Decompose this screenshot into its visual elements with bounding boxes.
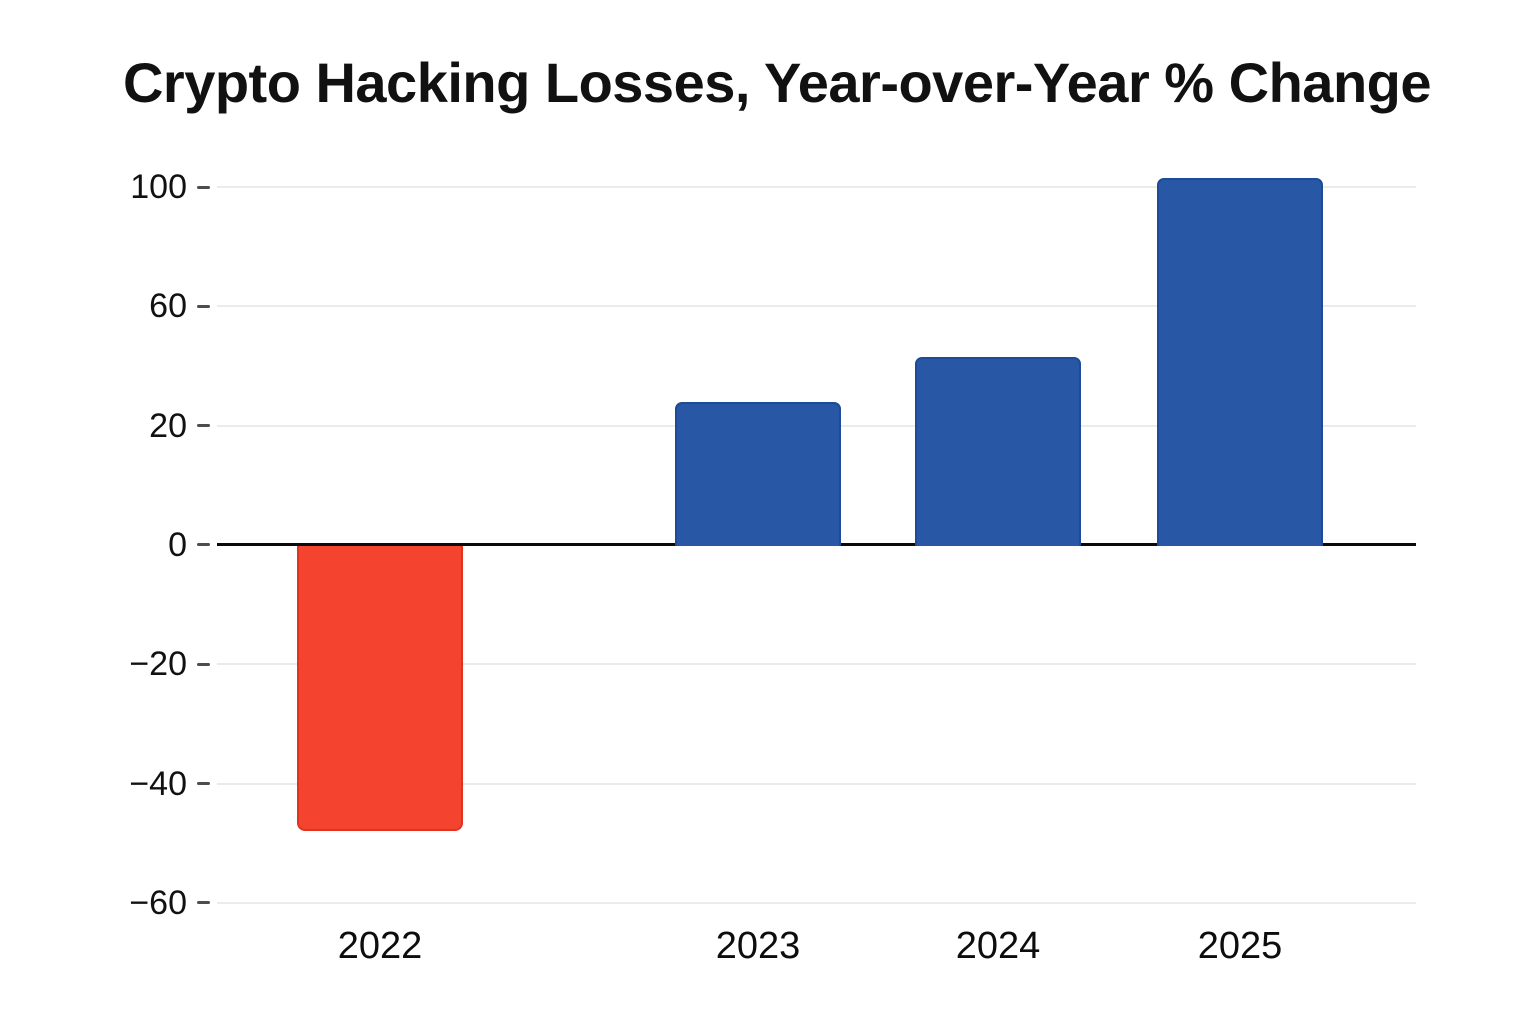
x-tick-label-2024: 2024 bbox=[955, 925, 1041, 967]
y-tick-label: 20 bbox=[149, 406, 187, 445]
bar-2025 bbox=[1157, 178, 1323, 547]
y-tick-mark bbox=[197, 424, 210, 428]
y-tick-mark bbox=[197, 185, 210, 189]
x-tick-label-2023: 2023 bbox=[715, 925, 801, 967]
y-tick-label: −60 bbox=[129, 883, 187, 922]
x-tick-label-2022: 2022 bbox=[337, 925, 423, 967]
bar-2023 bbox=[675, 401, 841, 547]
y-tick-label: −40 bbox=[129, 764, 187, 803]
y-tick-label: −20 bbox=[129, 645, 187, 684]
y-tick-label: 60 bbox=[149, 287, 187, 326]
y-gridline bbox=[217, 901, 1416, 904]
y-tick-mark bbox=[197, 662, 210, 666]
y-tick-mark bbox=[197, 901, 210, 905]
x-tick-label-2025: 2025 bbox=[1197, 925, 1283, 967]
y-gridline bbox=[217, 663, 1416, 666]
y-tick-mark bbox=[197, 782, 210, 786]
bar-2022 bbox=[297, 546, 463, 832]
bar-2024 bbox=[915, 357, 1081, 547]
y-gridline bbox=[217, 186, 1416, 188]
y-gridline bbox=[217, 782, 1416, 785]
y-tick-label: 0 bbox=[168, 525, 187, 564]
y-tick-label: 100 bbox=[130, 168, 187, 206]
chart-title: Crypto Hacking Losses, Year-over-Year % … bbox=[122, 51, 1432, 114]
y-gridline bbox=[217, 305, 1416, 308]
y-tick-mark bbox=[197, 543, 210, 547]
y-tick-mark bbox=[197, 304, 210, 308]
